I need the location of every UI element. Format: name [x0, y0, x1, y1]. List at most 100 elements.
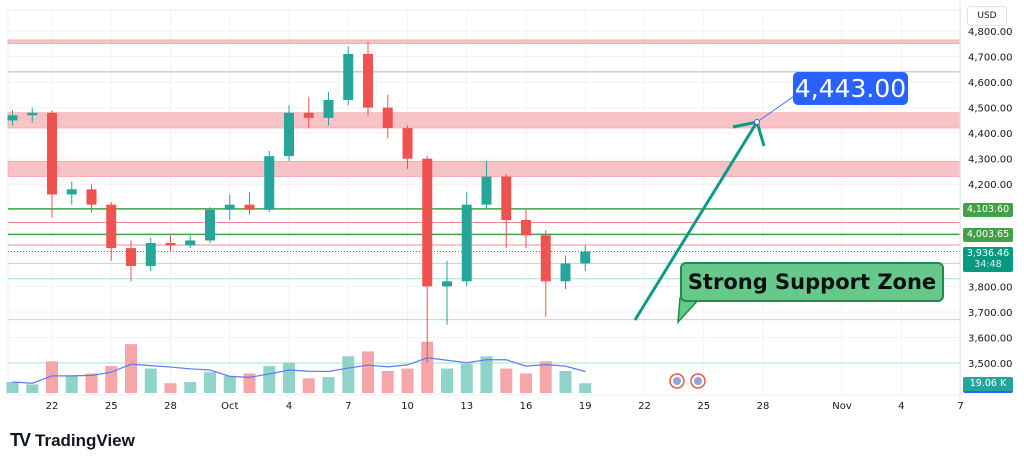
candle-body — [402, 128, 413, 159]
volume-bar — [26, 384, 39, 393]
volume-bar — [184, 382, 197, 393]
candle-body — [7, 115, 18, 121]
candle-body — [106, 204, 117, 249]
date-tick: 7 — [345, 401, 351, 412]
candle-body — [27, 112, 38, 116]
volume-bar — [441, 368, 453, 393]
price-tick: 4,400.00 — [968, 129, 1013, 140]
volume-bar — [144, 368, 157, 393]
candle-body — [382, 107, 393, 129]
candle-body — [303, 112, 314, 118]
volume-bar — [263, 366, 276, 393]
candle-body — [165, 242, 176, 246]
candle-body — [442, 281, 452, 287]
date-tick: 22 — [46, 401, 59, 412]
target-connector — [756, 91, 801, 123]
candle-body — [66, 189, 77, 195]
date-tick: 28 — [757, 401, 770, 412]
date-tick: 7 — [957, 401, 963, 412]
support-zone-callout[interactable]: Strong Support Zone — [680, 262, 944, 302]
date-tick: 16 — [520, 401, 533, 412]
brand-name: TradingView — [35, 430, 135, 450]
volume-bar — [362, 351, 374, 393]
volume-bar — [302, 378, 315, 393]
candle-body — [47, 112, 57, 195]
price-tick: 4,700.00 — [968, 53, 1013, 64]
last-price-tag: 3,936.46 34:48 — [963, 247, 1013, 272]
volume-bar — [401, 368, 414, 393]
price-tick: 3,500.00 — [968, 359, 1013, 370]
candle-body — [264, 156, 275, 210]
date-tick: 19 — [579, 401, 592, 412]
currency-label[interactable]: USD — [967, 6, 1007, 26]
date-tick: 28 — [164, 401, 177, 412]
price-tick: 4,800.00 — [968, 27, 1013, 38]
candle-body — [422, 158, 433, 287]
volume-bar — [65, 375, 78, 393]
candle-body — [323, 99, 334, 118]
volume-bar — [322, 377, 335, 393]
date-tick: 10 — [401, 401, 414, 412]
volume-bar — [559, 371, 572, 393]
candle-body — [145, 242, 156, 266]
price-tick: 3,600.00 — [968, 333, 1013, 344]
last-price: 3,936.46 — [966, 248, 1010, 259]
date-tick: 13 — [460, 401, 473, 412]
candle-body — [560, 263, 571, 282]
candle-body — [185, 240, 196, 246]
volume-bar — [243, 373, 256, 393]
date-tick: 4 — [898, 401, 904, 412]
candle-body — [244, 204, 255, 210]
volume-bar — [125, 344, 137, 393]
volume-tag: 19.06 K — [963, 377, 1013, 393]
volume-bar — [421, 341, 434, 393]
price-tick: 3,800.00 — [968, 282, 1013, 293]
volume-bar — [46, 361, 58, 393]
volume-bar — [6, 382, 19, 393]
date-tick: 25 — [697, 401, 710, 412]
candle-body — [540, 235, 551, 282]
volume-bar — [579, 383, 592, 393]
candle-body — [580, 251, 591, 264]
target-price-label[interactable]: 4,443.00 — [793, 72, 908, 105]
level-tag-4103: 4,103.60 — [963, 203, 1013, 217]
candle-body — [343, 53, 354, 100]
price-tick: 4,200.00 — [968, 180, 1013, 191]
price-tick: 4,600.00 — [968, 78, 1013, 89]
us-flag-icon — [694, 377, 702, 385]
candle-body — [224, 204, 235, 210]
us-flag-icon — [673, 377, 681, 385]
volume-bar — [539, 361, 552, 393]
tradingview-logo[interactable]: TV TradingView — [10, 430, 135, 451]
volume-bar — [164, 383, 177, 393]
tv-logo-icon: TV — [10, 430, 31, 450]
candle-body — [481, 176, 492, 205]
volume-bar — [342, 356, 355, 393]
price-tick: 3,700.00 — [968, 308, 1013, 319]
resistance-zone — [7, 112, 961, 129]
price-tick: 4,300.00 — [968, 155, 1013, 166]
date-tick: Nov — [832, 401, 852, 412]
candle-body — [521, 219, 531, 236]
candle-body — [284, 112, 294, 157]
volume-bar — [283, 362, 295, 393]
candle-body — [86, 189, 97, 205]
volume-bar — [480, 356, 493, 393]
candle-body — [205, 209, 215, 241]
resistance-zone — [7, 160, 961, 177]
resistance-zone — [7, 39, 961, 45]
date-tick: Oct — [221, 401, 238, 412]
price-tick: 4,500.00 — [968, 104, 1013, 115]
volume-bar — [85, 373, 98, 393]
projection-arrow — [633, 121, 759, 321]
volume-bar — [223, 375, 236, 393]
date-tick: 4 — [286, 401, 292, 412]
volume-bar — [500, 368, 513, 393]
target-point — [754, 119, 760, 125]
volume-bar — [520, 373, 532, 393]
candle-body — [461, 204, 472, 282]
volume-bar — [204, 372, 216, 393]
date-tick: 25 — [105, 401, 118, 412]
